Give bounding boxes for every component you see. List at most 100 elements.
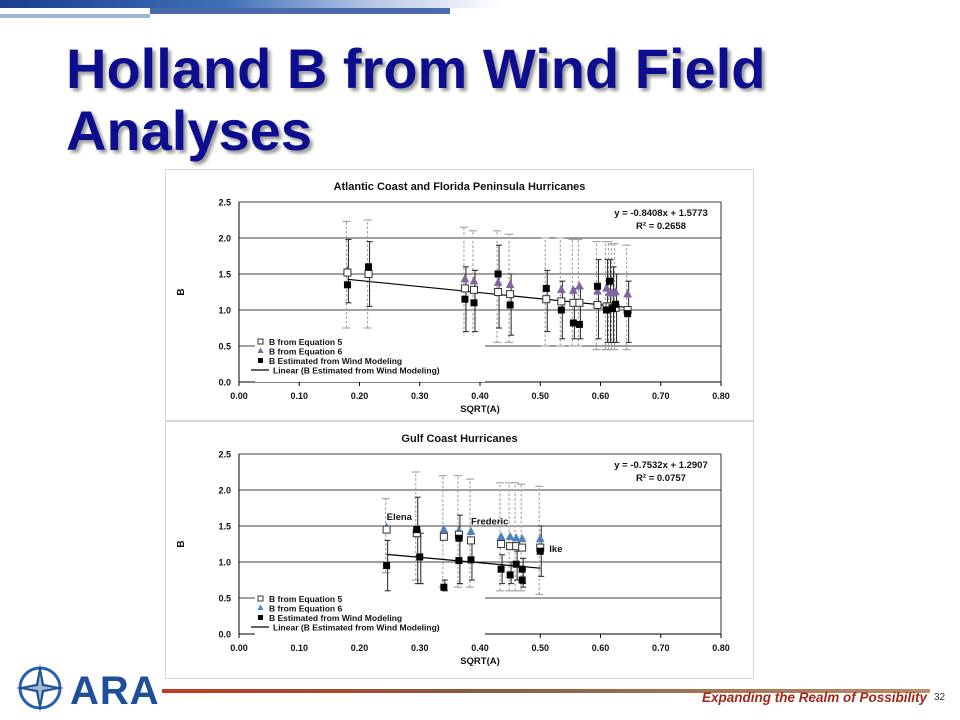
y-tick-label: 2.0 bbox=[218, 234, 231, 244]
estimated-point bbox=[343, 281, 351, 289]
legend-bg bbox=[255, 593, 485, 639]
y-tick-label: 0.0 bbox=[218, 630, 231, 640]
atlantic-chart-svg: Atlantic Coast and Florida Peninsula Hur… bbox=[176, 181, 730, 415]
chart-title: Gulf Coast Hurricanes bbox=[401, 433, 517, 445]
estimated-point bbox=[365, 263, 373, 271]
estimated-point bbox=[609, 305, 617, 313]
x-tick-label: 0.50 bbox=[531, 643, 549, 653]
y-tick-label: 0.5 bbox=[218, 594, 231, 604]
legend-marker-eq5 bbox=[257, 595, 264, 602]
y-tick-label: 0.0 bbox=[218, 378, 231, 388]
y-axis-label: B bbox=[176, 540, 187, 547]
estimated-point bbox=[470, 299, 478, 307]
x-tick-label: 0.80 bbox=[712, 643, 730, 653]
footer-tagline: Expanding the Realm of Possibility bbox=[701, 690, 927, 705]
eq5-point bbox=[439, 532, 448, 541]
eq6-point bbox=[511, 533, 521, 542]
eq5-point bbox=[593, 300, 602, 309]
estimated-point bbox=[413, 526, 421, 534]
eq5-point bbox=[494, 288, 503, 296]
eq5-point bbox=[466, 536, 475, 545]
estimated-point bbox=[557, 306, 565, 314]
estimated-point bbox=[455, 557, 463, 565]
x-tick-label: 0.40 bbox=[471, 391, 489, 401]
estimated-point bbox=[512, 560, 520, 568]
x-tick-label: 0.00 bbox=[230, 391, 248, 401]
eq5-point bbox=[460, 284, 469, 293]
eq6-point bbox=[496, 531, 506, 541]
logo-text: ARA bbox=[70, 669, 160, 713]
estimated-point bbox=[536, 547, 544, 555]
x-axis-label: SQRT(A) bbox=[460, 656, 500, 667]
storm-label: Elena bbox=[387, 512, 413, 523]
eq5-point bbox=[557, 297, 566, 306]
eq5-point bbox=[343, 268, 352, 277]
x-tick-label: 0.70 bbox=[652, 643, 670, 653]
eq6-point bbox=[611, 286, 620, 296]
top-decorative-band bbox=[0, 0, 500, 18]
eq6-point bbox=[493, 277, 503, 286]
footer-divider bbox=[162, 689, 930, 693]
eq6-point bbox=[623, 289, 633, 298]
estimated-point bbox=[440, 583, 448, 591]
estimated-point bbox=[455, 534, 463, 542]
eq5-point bbox=[575, 298, 584, 307]
eq5-point bbox=[542, 295, 551, 304]
eq6-point bbox=[469, 276, 479, 285]
x-tick-label: 0.60 bbox=[592, 643, 610, 653]
eq5-point bbox=[469, 285, 478, 294]
x-tick-label: 0.50 bbox=[531, 391, 549, 401]
eq5-point bbox=[364, 270, 373, 278]
x-tick-label: 0.10 bbox=[290, 643, 308, 653]
legend-label: B from Equation 5 bbox=[269, 594, 342, 604]
x-tick-label: 0.40 bbox=[471, 643, 489, 653]
gulf-chart: Gulf Coast Hurricanes 0.0 0.5 1.0 1.5 2.0 2.5 0… bbox=[165, 421, 754, 679]
x-tick-label: 0.70 bbox=[652, 391, 670, 401]
gulf-chart-svg: Gulf Coast Hurricanes 0.0 0.5 1.0 1.5 2.0 2.5 0… bbox=[176, 433, 730, 667]
estimated-point bbox=[461, 295, 469, 303]
y-tick-label: 1.5 bbox=[218, 522, 231, 532]
y-axis-label: B bbox=[176, 288, 187, 295]
ara-logo: ARA bbox=[16, 664, 160, 713]
x-tick-label: 0.00 bbox=[230, 643, 248, 653]
y-tick-label: 1.0 bbox=[218, 306, 231, 316]
estimated-point bbox=[603, 306, 611, 314]
y-tick-label: 2.0 bbox=[218, 486, 231, 496]
estimated-point bbox=[518, 576, 526, 584]
eq6-point bbox=[505, 279, 515, 289]
legend-marker-estimated bbox=[258, 615, 263, 620]
trend-r-squared: R² = 0.0757 bbox=[636, 473, 686, 484]
legend-marker-eq6 bbox=[257, 347, 264, 353]
eq6-point bbox=[466, 526, 476, 536]
eq6-point bbox=[602, 283, 611, 292]
estimated-point bbox=[606, 277, 614, 285]
legend-label: B from Equation 5 bbox=[269, 337, 342, 347]
legend-marker-eq5 bbox=[257, 338, 264, 345]
estimated-point bbox=[497, 565, 505, 573]
chart-title: Atlantic Coast and Florida Peninsula Hur… bbox=[334, 181, 586, 193]
page-number: 32 bbox=[934, 692, 946, 703]
eq6-point bbox=[439, 524, 449, 533]
estimated-point bbox=[575, 320, 583, 328]
x-tick-label: 0.20 bbox=[351, 391, 369, 401]
eq6-point bbox=[505, 531, 515, 541]
legend-bg bbox=[255, 336, 485, 382]
eq6-point bbox=[568, 285, 578, 294]
eq6-point bbox=[574, 281, 584, 290]
legend-label: Linear (B Estimated from Wind Modeling) bbox=[273, 366, 440, 376]
eq6-point bbox=[535, 533, 545, 543]
slide-title: Holland B from Wind Field Analyses bbox=[66, 37, 766, 162]
eq5-point bbox=[497, 540, 506, 548]
estimated-point bbox=[518, 565, 526, 573]
legend-label: B from Equation 6 bbox=[269, 604, 342, 614]
x-tick-label: 0.80 bbox=[712, 391, 730, 401]
x-axis-label: SQRT(A) bbox=[460, 404, 500, 415]
eq5-point bbox=[382, 525, 391, 534]
legend-label: B Estimated from Wind Modeling bbox=[269, 613, 402, 623]
compass-star-icon bbox=[16, 664, 64, 712]
eq6-point bbox=[556, 284, 566, 294]
estimated-point bbox=[569, 319, 577, 327]
estimated-point bbox=[506, 571, 514, 579]
eq5-point bbox=[518, 543, 527, 552]
estimated-point bbox=[506, 301, 514, 309]
